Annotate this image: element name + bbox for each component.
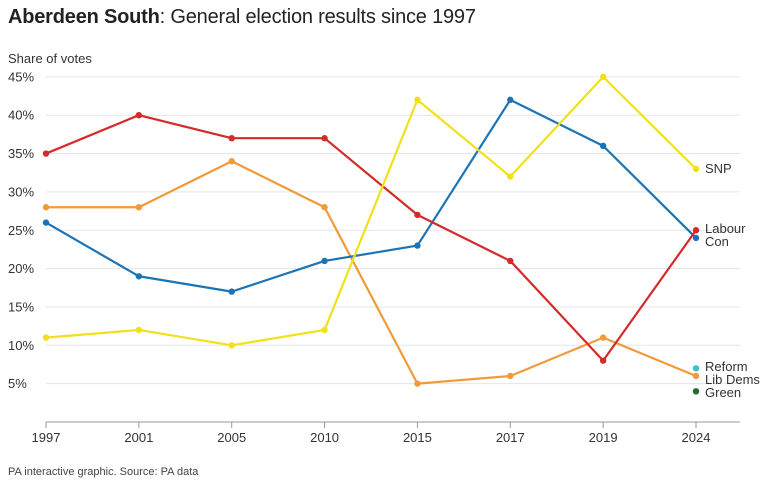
- data-point-green: [692, 388, 700, 395]
- y-tick-label: 30%: [8, 184, 34, 199]
- data-point-lib-dems: [414, 380, 421, 387]
- y-axis-label: Share of votes: [8, 51, 92, 66]
- y-tick-label: 40%: [8, 108, 34, 123]
- data-point-labour: [414, 211, 421, 219]
- data-point-con: [599, 142, 607, 150]
- data-point-snp: [228, 342, 235, 349]
- data-point-lib-dems: [692, 372, 700, 380]
- series-green: [692, 388, 700, 395]
- y-tick-label: 35%: [8, 146, 34, 161]
- y-tick-label: 15%: [8, 299, 34, 314]
- chart-title-constituency: Aberdeen South: [8, 6, 160, 28]
- y-tick-label: 10%: [8, 338, 34, 353]
- series-label: Labour: [705, 221, 746, 236]
- data-point-snp: [42, 334, 50, 341]
- series-reform: [692, 365, 700, 372]
- series-label: Green: [705, 385, 741, 400]
- data-point-con: [228, 288, 235, 295]
- data-point-lib-dems: [42, 204, 50, 211]
- data-point-snp: [135, 326, 143, 334]
- series-label: Lib Dems: [705, 372, 760, 387]
- data-point-con: [507, 96, 514, 104]
- data-point-labour: [228, 135, 235, 142]
- y-tick-label: 25%: [8, 223, 34, 238]
- y-tick-label: 20%: [8, 261, 34, 276]
- gridlines: 5% 10% 15% 20% 25% 30% 35% 40% 45%: [8, 69, 740, 391]
- data-point-lib-dems: [228, 158, 235, 165]
- data-point-con: [692, 234, 700, 242]
- series-label: SNP: [705, 161, 732, 176]
- data-point-labour: [42, 150, 50, 157]
- x-tick-label: 1997: [32, 430, 61, 445]
- x-tick-label: 2024: [682, 430, 711, 445]
- series-label: Con: [705, 234, 729, 249]
- source-footer: PA interactive graphic. Source: PA data: [8, 466, 199, 478]
- series-snp: [42, 73, 700, 349]
- x-tick-label: 2015: [403, 430, 432, 445]
- data-point-lib-dems: [507, 372, 514, 380]
- y-tick-label: 5%: [8, 376, 27, 391]
- x-tick-label: 2019: [589, 430, 618, 445]
- x-tick-label: 2005: [217, 430, 246, 445]
- series-line-snp: [44, 75, 698, 347]
- data-point-labour: [599, 357, 607, 364]
- y-tick-label: 45%: [8, 69, 34, 84]
- data-point-snp: [599, 73, 607, 81]
- data-point-labour: [135, 112, 143, 119]
- series-labour: [42, 112, 700, 364]
- data-point-lib-dems: [321, 204, 328, 211]
- series-label: Reform: [705, 359, 748, 374]
- data-point-snp: [507, 173, 514, 180]
- data-point-snp: [692, 165, 700, 173]
- series-line-labour: [44, 114, 698, 362]
- data-point-labour: [692, 227, 700, 234]
- x-tick-label: 2001: [124, 430, 153, 445]
- data-point-con: [135, 273, 143, 280]
- data-point-lib-dems: [135, 204, 143, 211]
- x-tick-label: 2010: [310, 430, 339, 445]
- data-point-labour: [321, 135, 328, 142]
- x-tick-label: 2017: [496, 430, 525, 445]
- chart-title: Aberdeen South: General election results…: [8, 6, 476, 29]
- data-point-con: [321, 257, 328, 265]
- data-point-lib-dems: [599, 334, 607, 341]
- series-line-con: [44, 98, 698, 293]
- x-axis-ticks: 1997 2001 2005 2010 2015 2017 2019 2024: [32, 422, 711, 445]
- data-point-labour: [507, 257, 514, 265]
- data-point-snp: [321, 326, 328, 334]
- data-point-snp: [414, 96, 421, 104]
- data-point-con: [42, 219, 50, 226]
- series-con: [42, 96, 700, 295]
- chart-title-subtitle: : General election results since 1997: [159, 6, 476, 28]
- data-point-con: [414, 242, 421, 249]
- series-line-lib-dems: [44, 160, 698, 385]
- data-point-reform: [692, 365, 700, 372]
